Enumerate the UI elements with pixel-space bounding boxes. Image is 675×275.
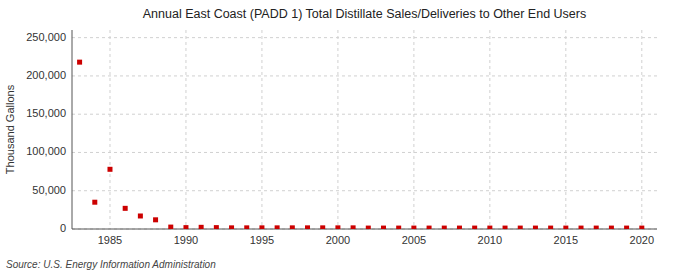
y-tick-label: 200,000	[26, 69, 66, 81]
point	[153, 217, 158, 222]
point	[594, 226, 599, 229]
y-tick-label: 0	[60, 222, 66, 234]
point	[214, 225, 219, 229]
point	[229, 225, 234, 229]
title: Annual East Coast (PADD 1) Total Distill…	[143, 7, 586, 21]
point	[199, 225, 204, 229]
point	[442, 226, 447, 229]
point	[487, 226, 492, 229]
point	[290, 225, 295, 229]
grid-line-x	[185, 30, 186, 229]
point	[138, 213, 143, 218]
grid-line-y	[72, 152, 657, 153]
point	[366, 226, 371, 229]
point	[305, 225, 310, 229]
point	[381, 226, 386, 229]
grid-line-x	[109, 30, 110, 229]
point	[548, 226, 553, 229]
y-tick-label: 50,000	[32, 184, 66, 196]
point	[259, 225, 264, 229]
grid-line-y	[72, 190, 657, 191]
point	[77, 60, 82, 65]
x-tick-label: 2020	[630, 234, 654, 246]
point	[335, 225, 340, 229]
grid-line-x	[489, 30, 490, 229]
grid-line-x	[641, 30, 642, 229]
grid-line-x	[413, 30, 414, 229]
point	[396, 226, 401, 229]
x-tick-label: 2015	[554, 234, 578, 246]
point	[244, 225, 249, 229]
point	[503, 226, 508, 229]
point	[563, 226, 568, 229]
point	[351, 225, 356, 229]
point	[457, 226, 462, 229]
grid-line-x	[565, 30, 566, 229]
x-tick-label: 2010	[478, 234, 502, 246]
point	[472, 226, 477, 229]
chart: 0 50,000 100,000 150,000 200,000 250,000 1985 1…	[0, 0, 675, 275]
point	[183, 225, 188, 229]
axes: 0 50,000 100,000 150,000 200,000 250,000 1985 1…	[26, 30, 657, 246]
y-tick-label: 250,000	[26, 31, 66, 43]
point	[168, 225, 173, 229]
point	[624, 226, 629, 229]
y-axis-line	[72, 30, 73, 229]
point	[533, 226, 538, 229]
grid	[72, 30, 657, 229]
x-axis-line	[72, 229, 657, 230]
point	[579, 226, 584, 229]
x-tick-label: 1990	[174, 234, 198, 246]
points	[77, 60, 644, 229]
point	[107, 167, 112, 172]
grid-line-x	[337, 30, 338, 229]
x-tick-label: 1985	[98, 234, 122, 246]
x-tick-label: 2000	[326, 234, 350, 246]
y-tick-label: 150,000	[26, 107, 66, 119]
point	[275, 225, 280, 229]
grid-line-y	[72, 229, 657, 230]
grid-line-x	[261, 30, 262, 229]
point	[609, 226, 614, 229]
source-note: Source: U.S. Energy Information Administ…	[6, 259, 216, 270]
x-tick-label: 1995	[250, 234, 274, 246]
y-tick-label: 100,000	[26, 145, 66, 157]
grid-line-y	[72, 37, 657, 38]
point	[518, 226, 523, 229]
grid-line-y	[72, 114, 657, 115]
point	[427, 226, 432, 229]
x-tick-label: 2005	[402, 234, 426, 246]
point	[639, 226, 644, 229]
point	[92, 200, 97, 205]
grid-line-y	[72, 75, 657, 76]
point	[411, 226, 416, 229]
point	[123, 206, 128, 211]
y-axis-label: Thousand Gallons	[4, 84, 16, 174]
point	[320, 225, 325, 229]
